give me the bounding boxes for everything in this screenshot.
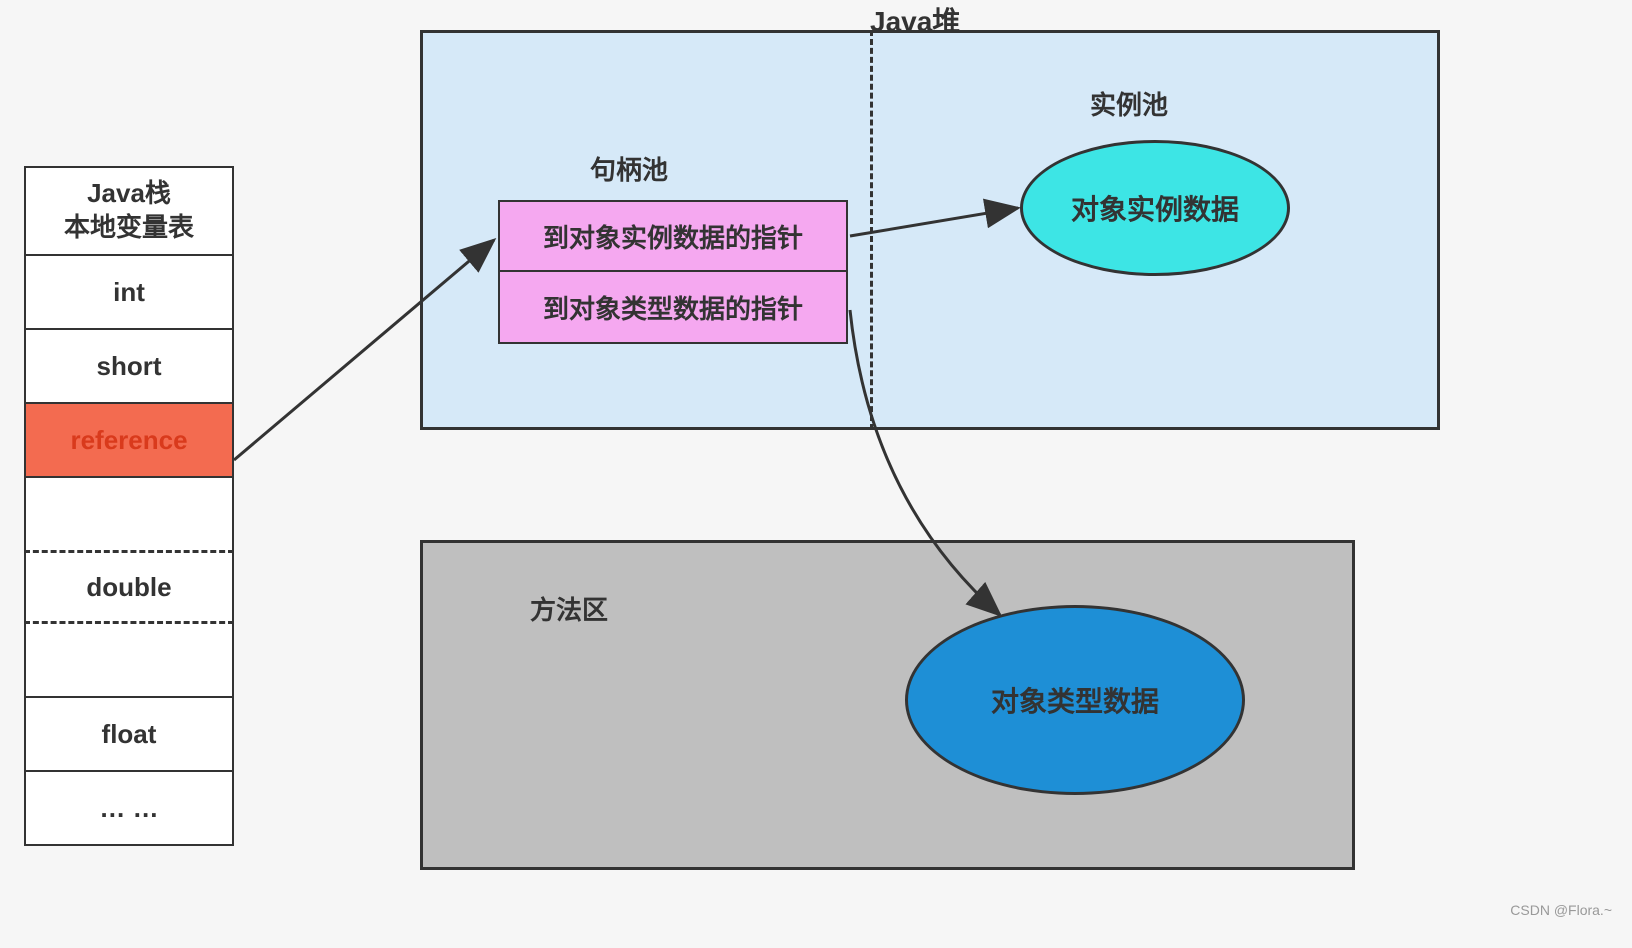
stack-row-double: double [24,550,234,624]
stack-header-line2: 本地变量表 [64,211,194,245]
instance-data-ellipse: 对象实例数据 [1020,140,1290,276]
stack-table: Java栈 本地变量表 int short reference double f… [24,166,234,846]
handle-pool-label: 句柄池 [590,150,668,187]
instance-pool-label: 实例池 [1090,85,1168,122]
method-area-label: 方法区 [530,590,608,627]
stack-row-reference: reference [24,404,234,478]
stack-row-empty1 [24,478,234,552]
type-data-ellipse: 对象类型数据 [905,605,1245,795]
stack-row-more: … … [24,772,234,846]
handle-cell-instance-ptr: 到对象实例数据的指针 [498,200,848,272]
heap-divider [870,30,873,430]
stack-header: Java栈 本地变量表 [24,166,234,256]
handle-cell-type-ptr: 到对象类型数据的指针 [498,272,848,344]
stack-header-line1: Java栈 [87,177,171,211]
stack-row-float: float [24,698,234,772]
stack-row-int: int [24,256,234,330]
stack-row-empty2 [24,624,234,698]
watermark: CSDN @Flora.~ [1510,902,1612,918]
stack-row-short: short [24,330,234,404]
